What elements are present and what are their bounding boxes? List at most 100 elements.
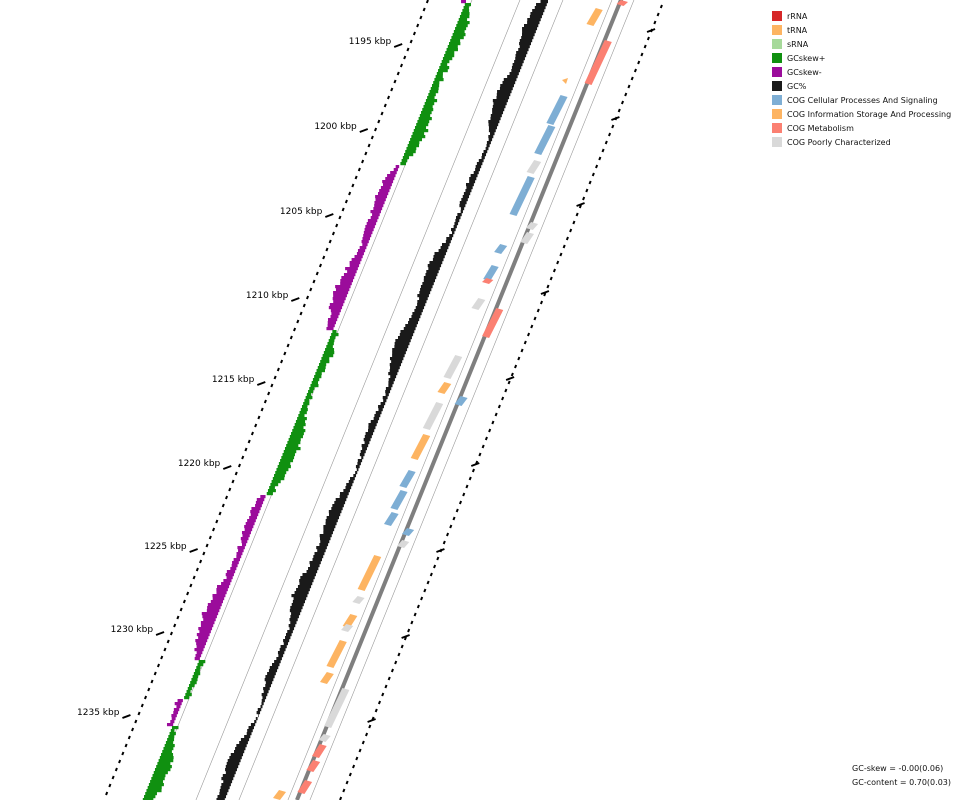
gc-content-bar [300,576,315,580]
gc-content-bar [323,528,335,532]
gc-content-bar [289,609,302,613]
gc-content-bar [299,582,313,586]
gc-content-bar [488,120,500,124]
gc-skew-bar [304,399,310,403]
gc-skew-bar [240,537,249,541]
gc-skew-bar [329,303,344,307]
gc-content-bar [239,741,248,745]
gc-content-bar [486,141,491,145]
gc-skew-bar [453,30,465,34]
gc-skew-bar [430,87,439,91]
tick-mark [358,748,362,753]
gc-content-bar [355,471,358,475]
gc-content-bar [328,510,342,514]
gc-skew-bar [356,252,364,256]
gc-content-bar [408,321,418,325]
gc-skew-bar [198,627,213,631]
major-tick [222,465,232,470]
gene-feature [483,265,499,281]
legend-swatch [772,25,782,35]
legend-label: GCskew+ [787,53,826,63]
tick-mark [108,783,112,788]
gc-skew-bar [197,663,204,667]
tick-mark [393,79,397,84]
gc-content-bar [486,144,490,148]
gc-skew-bar [400,162,406,166]
gc-content-bar [465,189,472,193]
gc-skew-bar [153,771,168,775]
tick-mark [471,468,475,473]
gc-skew-bar [322,354,334,358]
gc-content-bar [514,60,524,64]
gc-content-bar [221,783,231,787]
tick-mark [517,356,521,361]
tick-mark [368,724,372,729]
tick-mark [348,191,352,196]
tick-mark [527,332,531,337]
gc-skew-bar [347,270,357,274]
tick-mark [446,532,450,537]
gc-skew-bar [367,219,378,223]
gene-feature [481,278,494,284]
gc-skew-bar [455,27,467,31]
gc-skew-bar [151,777,165,781]
gc-skew-bar [370,216,379,220]
legend-item: COG Cellular Processes And Signaling [772,93,951,107]
gc-content-bar [320,540,330,544]
gc-skew-bar [226,576,233,580]
tick-mark [383,103,387,108]
tick-label: 1215 kbp [212,375,255,385]
tick-mark [582,196,586,201]
gc-skew-bar [198,636,209,640]
gene-feature [390,490,408,510]
gene-feature [401,528,415,536]
gc-skew-bar [333,291,349,295]
tick-mark [507,380,511,385]
gc-skew-bar [380,186,391,190]
gc-content-bar [269,666,279,670]
tick-mark [361,159,365,164]
gc-content-bar [267,672,276,676]
gc-content-bar [331,507,343,511]
gc-content-bar [420,288,432,292]
gc-content-bar [515,54,527,58]
tick-mark [413,612,417,617]
gc-content-bar [389,363,401,367]
gc-skew-bar [202,615,217,619]
gc-skew-bar [300,408,308,412]
tick-mark [348,772,352,777]
gc-skew-bar [147,786,162,790]
gc-content-bar [527,21,540,25]
tick-mark [481,444,485,449]
gc-content-bar [483,150,488,154]
gc-skew-bar [357,249,366,253]
gc-content-bar [492,105,506,109]
gc-skew-bar [421,111,432,115]
gc-skew-bar [351,258,362,262]
gene-feature [410,434,431,460]
gc-skew-bar [332,297,346,301]
gc-skew-bar [335,285,351,289]
gc-skew-bar [298,414,305,418]
gene-feature [422,402,444,430]
gc-content-bar [534,6,546,10]
gc-content-bar [529,15,542,19]
gc-content-bar [511,69,521,73]
tick-mark [608,132,612,137]
gc-content-bar [488,123,499,127]
gc-skew-bar [373,207,383,211]
gc-content-bar [263,687,270,691]
gc-skew-bar [406,147,417,151]
tick-mark [572,220,576,225]
tick-label: 1225 kbp [144,542,187,552]
gc-skew-bar [164,744,175,748]
gc-skew-bar [327,324,335,328]
gc-skew-bar [148,783,164,787]
gc-content-bar [390,366,400,370]
gc-skew-bar [303,402,310,406]
tick-mark [331,231,335,236]
tick-mark [192,575,196,580]
gc-skew-bar [171,717,176,721]
gc-skew-bar [142,798,154,800]
gc-content-bar [374,414,381,418]
